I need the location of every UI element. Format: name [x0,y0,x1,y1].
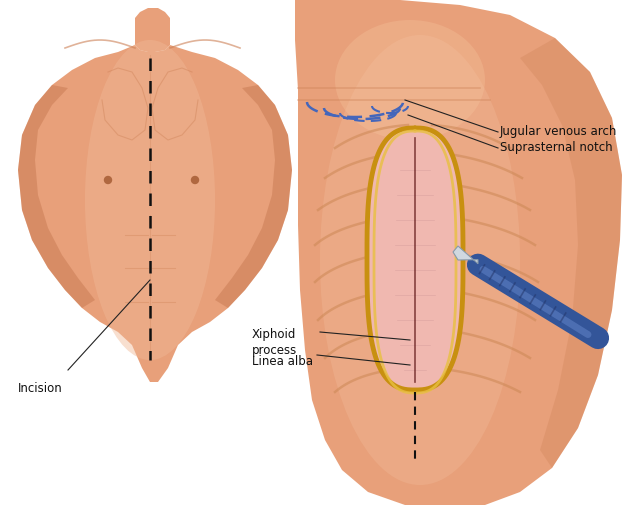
Ellipse shape [85,40,215,360]
Ellipse shape [395,130,445,146]
Text: Xiphoid
process: Xiphoid process [252,328,297,357]
Text: Incision: Incision [18,382,63,395]
Ellipse shape [395,222,445,242]
Ellipse shape [335,20,485,140]
Text: Jugular venous arch: Jugular venous arch [500,126,618,138]
Polygon shape [367,128,463,390]
Ellipse shape [320,35,520,485]
Polygon shape [135,8,170,52]
Polygon shape [520,38,622,468]
Circle shape [105,177,112,183]
Circle shape [191,177,199,183]
Polygon shape [215,85,292,308]
Ellipse shape [395,258,445,280]
Polygon shape [295,0,622,505]
Ellipse shape [395,158,445,176]
Ellipse shape [395,336,445,360]
Polygon shape [453,246,478,264]
Text: Suprasternal notch: Suprasternal notch [500,141,613,155]
Ellipse shape [395,296,445,320]
Polygon shape [18,85,95,308]
Polygon shape [18,45,292,382]
Ellipse shape [395,188,445,208]
Text: Linea alba: Linea alba [252,355,313,368]
